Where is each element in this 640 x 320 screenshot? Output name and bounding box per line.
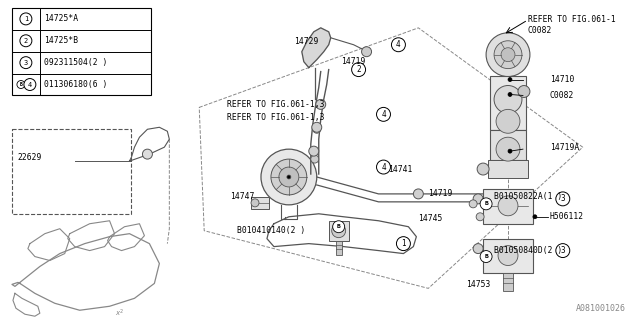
Bar [12,8,152,95]
Text: 3: 3 [24,60,28,66]
Circle shape [508,149,512,153]
Text: B01050822A(1 ): B01050822A(1 ) [494,192,563,201]
Text: 22629: 22629 [18,153,42,162]
Circle shape [20,35,32,47]
Circle shape [476,213,484,221]
Circle shape [533,215,537,219]
Text: 1: 1 [401,239,406,248]
Circle shape [251,199,259,207]
Circle shape [24,78,36,91]
Circle shape [376,160,390,174]
Circle shape [316,100,326,109]
Text: B01050840D(2 ): B01050840D(2 ) [494,246,563,255]
Text: 3: 3 [561,246,565,255]
Text: REFER TO FIG.061-1,3: REFER TO FIG.061-1,3 [227,113,324,122]
Circle shape [413,189,423,199]
Bar [490,130,526,160]
Text: 14719A: 14719A [550,143,579,152]
Text: $x^2$: $x^2$ [115,308,124,319]
Text: 1: 1 [24,16,28,22]
Text: 4: 4 [396,40,401,49]
Circle shape [362,47,372,57]
Polygon shape [302,28,331,68]
Circle shape [287,175,291,179]
Bar [329,221,349,241]
Circle shape [376,108,390,121]
Text: C0082: C0082 [550,91,574,100]
Circle shape [556,192,570,206]
Text: B: B [19,82,22,87]
Circle shape [480,198,492,210]
Circle shape [480,251,492,262]
Text: B010410140(2 ): B010410140(2 ) [237,226,305,235]
Circle shape [396,237,410,251]
Text: 092311504(2 ): 092311504(2 ) [44,58,108,67]
Circle shape [333,221,345,233]
Text: 14747: 14747 [230,192,254,201]
Circle shape [261,149,317,205]
Circle shape [556,244,570,258]
Text: 14725*B: 14725*B [44,36,78,45]
Text: B: B [484,201,488,206]
Bar [483,189,533,224]
Bar [336,241,342,255]
Text: H506112: H506112 [550,212,584,221]
Text: 14729: 14729 [294,37,318,46]
Circle shape [498,246,518,266]
Text: REFER TO FIG.061-1,3: REFER TO FIG.061-1,3 [227,100,324,109]
Circle shape [508,77,512,82]
Circle shape [17,81,25,89]
Text: 14741: 14741 [388,164,413,173]
Circle shape [313,125,321,133]
Circle shape [473,194,483,204]
Circle shape [20,57,32,68]
Text: 3: 3 [561,194,565,204]
Bar [12,129,131,214]
Text: C0082: C0082 [528,26,552,35]
Text: REFER TO FIG.061-1: REFER TO FIG.061-1 [528,15,616,24]
Circle shape [312,122,322,132]
Circle shape [311,155,319,163]
Circle shape [496,137,520,161]
Text: 14719: 14719 [428,189,452,198]
Text: 14710: 14710 [550,75,574,84]
Circle shape [469,200,477,208]
Bar [488,160,528,178]
Circle shape [496,109,520,133]
Circle shape [473,244,483,253]
Bar [251,197,269,209]
Text: 2: 2 [356,65,361,74]
Text: 4: 4 [381,110,386,119]
Text: B: B [337,224,340,229]
Text: 14753: 14753 [466,280,490,289]
Circle shape [518,85,530,98]
Circle shape [498,196,518,216]
Text: 4: 4 [28,82,32,88]
Circle shape [351,63,365,76]
Circle shape [392,38,405,52]
Text: 14719: 14719 [340,57,365,66]
Circle shape [332,224,346,238]
Bar [503,274,513,291]
Circle shape [20,13,32,25]
Circle shape [279,167,299,187]
Circle shape [271,159,307,195]
Circle shape [486,33,530,76]
Text: 011306180(6 ): 011306180(6 ) [44,80,108,89]
Circle shape [494,85,522,113]
Circle shape [477,163,489,175]
Bar [483,239,533,274]
Circle shape [143,149,152,159]
Text: 14725*A: 14725*A [44,14,78,23]
Text: 14745: 14745 [419,214,443,223]
Text: 2: 2 [24,38,28,44]
Circle shape [494,41,522,68]
Circle shape [501,48,515,62]
Circle shape [308,146,319,156]
Text: B: B [484,254,488,259]
Bar [490,76,526,130]
Text: 4: 4 [381,163,386,172]
Circle shape [508,92,512,96]
Text: A081001026: A081001026 [575,304,625,313]
